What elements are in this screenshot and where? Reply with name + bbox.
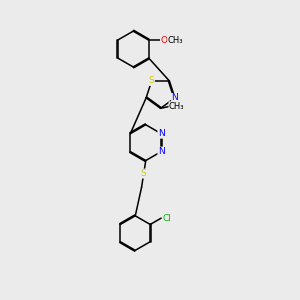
Text: Cl: Cl [163,214,172,223]
Text: N: N [172,93,178,102]
Text: CH₃: CH₃ [168,36,183,45]
Text: CH₃: CH₃ [169,102,184,111]
Text: O: O [160,36,167,45]
Text: S: S [141,169,147,178]
Text: N: N [158,129,165,138]
Text: S: S [149,76,155,85]
Text: N: N [158,147,165,156]
